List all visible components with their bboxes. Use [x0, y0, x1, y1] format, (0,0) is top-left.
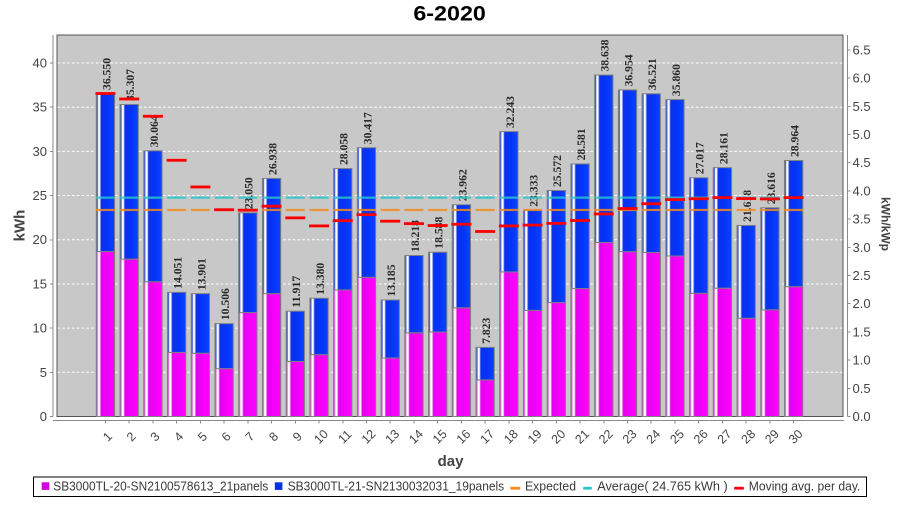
svg-text:38.638: 38.638 [600, 39, 612, 71]
svg-text:2.5: 2.5 [853, 268, 871, 283]
svg-text:30.064: 30.064 [149, 115, 161, 147]
svg-text:5.5: 5.5 [853, 99, 871, 114]
svg-text:3.0: 3.0 [853, 240, 871, 255]
svg-text:7.823: 7.823 [481, 318, 493, 344]
svg-text:35.860: 35.860 [671, 64, 683, 96]
svg-text:6-2020: 6-2020 [413, 3, 486, 26]
svg-text:5.0: 5.0 [853, 127, 871, 142]
svg-text:3.5: 3.5 [853, 212, 871, 227]
svg-text:35.307: 35.307 [125, 69, 137, 101]
svg-text:30: 30 [33, 144, 47, 159]
svg-text:28.161: 28.161 [718, 132, 730, 164]
svg-text:10.506: 10.506 [220, 288, 232, 320]
svg-text:SB3000TL-21-SN2130032031_19pan: SB3000TL-21-SN2130032031_19panels [288, 479, 505, 494]
svg-text:32.243: 32.243 [505, 96, 517, 128]
svg-text:SB3000TL-20-SN2100578613_21pan: SB3000TL-20-SN2100578613_21panels [53, 479, 268, 494]
svg-text:23.962: 23.962 [457, 169, 469, 201]
svg-text:5: 5 [40, 365, 47, 380]
svg-text:4.5: 4.5 [853, 155, 871, 170]
svg-text:20: 20 [33, 232, 47, 247]
svg-text:0.0: 0.0 [853, 409, 871, 424]
svg-text:36.550: 36.550 [101, 58, 113, 90]
svg-text:1.0: 1.0 [853, 353, 871, 368]
svg-text:11.917: 11.917 [291, 275, 303, 307]
svg-text:18.218: 18.218 [410, 220, 422, 252]
svg-text:23.050: 23.050 [244, 177, 256, 209]
svg-text:10: 10 [33, 321, 47, 336]
svg-text:14.051: 14.051 [173, 257, 185, 289]
svg-text:Moving avg. per day.: Moving avg. per day. [749, 479, 861, 494]
svg-text:21.618: 21.618 [742, 190, 754, 222]
svg-text:6.5: 6.5 [853, 42, 871, 57]
svg-text:28.964: 28.964 [790, 125, 802, 157]
svg-text:36.521: 36.521 [647, 58, 659, 90]
svg-text:25.572: 25.572 [552, 155, 564, 187]
svg-text:18.588: 18.588 [434, 216, 446, 248]
svg-text:28.058: 28.058 [339, 133, 351, 165]
svg-text:25: 25 [33, 188, 47, 203]
svg-text:28.581: 28.581 [576, 128, 588, 160]
svg-text:15: 15 [33, 276, 47, 291]
svg-text:27.017: 27.017 [695, 142, 707, 174]
svg-text:0.5: 0.5 [853, 381, 871, 396]
svg-text:13.185: 13.185 [386, 264, 398, 296]
svg-text:40: 40 [33, 56, 47, 71]
svg-text:kWh/kWp: kWh/kWp [879, 197, 893, 251]
svg-text:2.0: 2.0 [853, 296, 871, 311]
svg-text:26.938: 26.938 [267, 143, 279, 175]
svg-text:30.417: 30.417 [362, 112, 374, 144]
svg-text:13.380: 13.380 [315, 262, 327, 294]
svg-text:13.901: 13.901 [196, 258, 208, 290]
svg-text:23.333: 23.333 [528, 175, 540, 207]
svg-text:day: day [438, 453, 465, 470]
svg-text:kWh: kWh [12, 210, 29, 242]
svg-text:6.0: 6.0 [853, 71, 871, 86]
svg-text:23.616: 23.616 [766, 172, 778, 204]
svg-text:4.0: 4.0 [853, 183, 871, 198]
svg-text:35: 35 [33, 100, 47, 115]
svg-text:Average( 24.765 kWh ): Average( 24.765 kWh ) [597, 479, 728, 494]
svg-text:Expected: Expected [525, 479, 576, 494]
svg-text:36.954: 36.954 [623, 54, 635, 86]
svg-text:1.5: 1.5 [853, 324, 871, 339]
svg-text:0: 0 [40, 409, 47, 424]
